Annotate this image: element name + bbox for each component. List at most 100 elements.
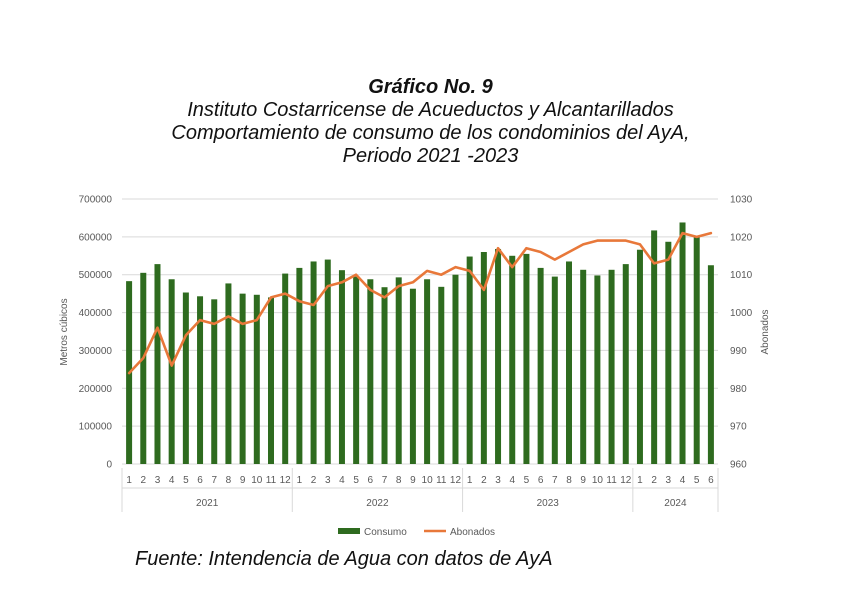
x-month-label: 5 [694,475,700,486]
y-right-tick-label: 1000 [730,308,753,319]
bar-consumo [651,230,658,464]
x-month-label: 2 [481,475,487,486]
bar-consumo [707,265,714,464]
bar-consumo [580,269,587,464]
x-month-label: 11 [436,475,447,486]
bar-consumo [537,267,544,464]
bar-consumo [197,296,204,464]
y-right-tick-label: 990 [730,346,747,357]
x-month-label: 7 [382,475,388,486]
chart-title-institution: Instituto Costarricense de Acueductos y … [187,99,674,121]
bar-consumo [452,274,459,464]
x-month-label: 11 [606,475,617,486]
bar-consumo [480,252,487,464]
x-month-label: 5 [353,475,359,486]
x-year-label: 2024 [664,498,687,509]
x-year-label: 2022 [366,498,389,509]
bar-consumo [367,279,374,464]
x-month-label: 7 [211,475,217,486]
x-month-label: 4 [509,475,515,486]
y-right-axis-title: Abonados [760,309,771,354]
bar-consumo [636,249,643,464]
x-year-label: 2023 [537,498,560,509]
bar-consumo [324,259,331,464]
x-month-label: 3 [666,475,672,486]
x-month-label: 3 [325,475,331,486]
bar-consumo [594,275,601,464]
x-month-label: 5 [524,475,530,486]
legend-label-consumo: Consumo [364,527,407,538]
x-month-label: 9 [240,475,246,486]
y-left-tick-label: 200000 [79,384,113,395]
y-left-tick-label: 700000 [79,195,113,206]
x-month-label: 6 [538,475,544,486]
bar-consumo [239,293,246,464]
bar-consumo [409,288,416,464]
y-right-tick-label: 960 [730,460,747,471]
bar-consumo [566,261,572,464]
bar-consumo [225,283,232,464]
x-month-label: 8 [226,475,232,486]
x-month-label: 9 [580,475,586,486]
x-month-label: 1 [126,475,132,486]
x-month-label: 6 [708,475,714,486]
chart-title-number: Gráfico No. 9 [368,76,493,98]
bar-consumo [353,276,360,464]
bar-consumo [182,292,189,464]
x-month-label: 1 [467,475,473,486]
y-left-tick-label: 600000 [79,232,113,243]
legend-swatch-consumo [338,528,360,534]
x-month-label: 4 [680,475,686,486]
bar-consumo [253,294,260,464]
bar-consumo [679,222,686,464]
bar-consumo [395,277,402,464]
x-month-label: 6 [368,475,374,486]
bar-consumo [268,297,274,464]
x-month-label: 8 [396,475,402,486]
bar-consumo [310,261,317,464]
bar-consumo [424,279,431,464]
line-abonados [127,231,713,375]
bar-consumo [168,279,175,464]
legend-label-abonados: Abonados [450,527,495,538]
bar-consumo [693,236,700,464]
y-left-tick-label: 0 [106,460,112,471]
x-month-label: 4 [339,475,345,486]
x-month-label: 1 [297,475,303,486]
bar-consumo [509,255,516,464]
x-month-label: 2 [141,475,147,486]
bar-consumo [466,256,473,464]
x-month-label: 3 [155,475,161,486]
bar-consumo [608,269,615,464]
x-month-label: 1 [637,475,643,486]
x-year-label: 2021 [196,498,219,509]
x-month-label: 12 [280,475,292,486]
y-left-tick-label: 300000 [79,346,113,357]
y-right-tick-label: 980 [730,384,747,395]
x-month-label: 10 [592,475,604,486]
bar-consumo [154,264,161,464]
y-right-tick-label: 970 [730,422,747,433]
x-month-label: 12 [620,475,632,486]
bar-consumo [338,270,345,464]
bar-consumo [140,272,147,464]
bar-consumo [495,248,502,464]
bar-consumo [551,276,558,464]
bar-consumo [296,267,303,464]
x-month-label: 2 [651,475,657,486]
source-note: Fuente: Intendencia de Agua con datos de… [135,548,553,570]
bar-consumo [211,299,218,464]
chart-title-period: Periodo 2021 -2023 [342,145,519,167]
x-month-label: 12 [450,475,462,486]
x-month-label: 5 [183,475,189,486]
y-left-axis-title: Metros cúbicos [59,298,70,365]
y-right-tick-label: 1030 [730,195,753,206]
x-month-label: 6 [197,475,203,486]
bar-consumo [665,241,672,464]
x-month-label: 10 [422,475,434,486]
chart-title: Gráfico No. 9 Instituto Costarricense de… [0,76,861,168]
bar-consumo [438,286,445,464]
x-month-label: 7 [552,475,558,486]
x-month-label: 8 [566,475,572,486]
